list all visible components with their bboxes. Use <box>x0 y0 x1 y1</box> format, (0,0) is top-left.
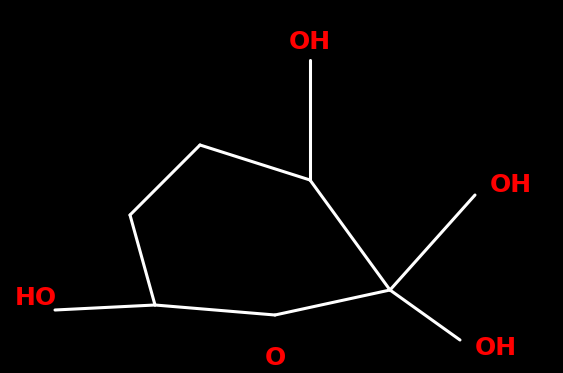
Text: O: O <box>265 346 285 370</box>
Text: OH: OH <box>289 30 331 54</box>
Text: OH: OH <box>490 173 532 197</box>
Text: HO: HO <box>15 286 57 310</box>
Text: OH: OH <box>475 336 517 360</box>
